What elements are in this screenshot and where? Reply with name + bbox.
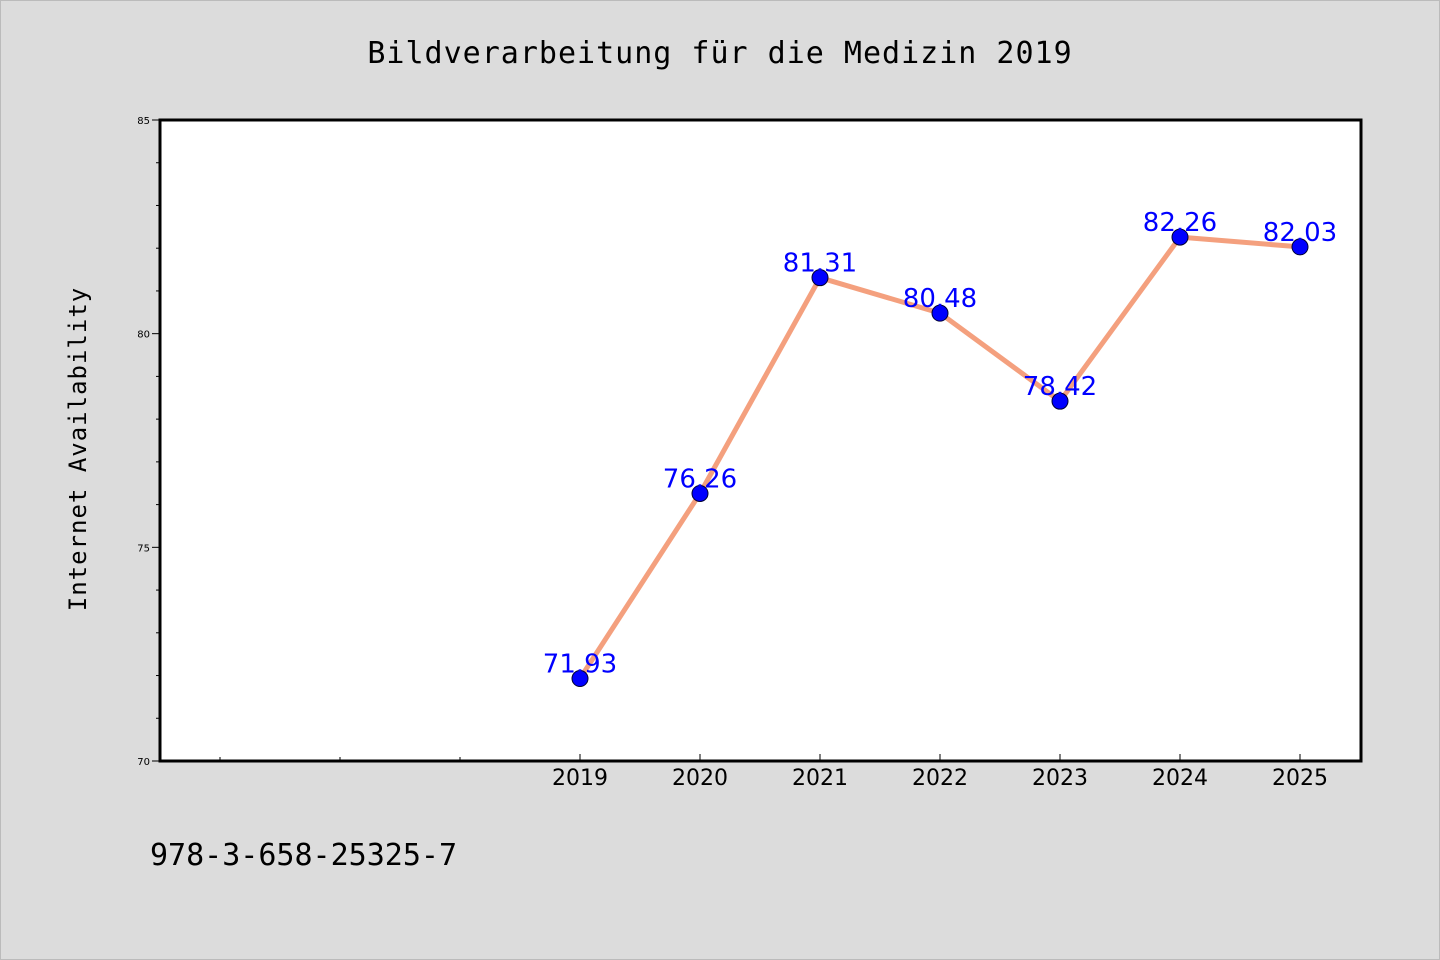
data-point-marker: [691, 484, 709, 502]
data-point-marker: [811, 269, 829, 287]
data-label: 82.26: [1143, 208, 1217, 238]
x-tick-label: 2021: [792, 766, 848, 791]
y-axis: 70 75 80 85: [137, 116, 160, 768]
x-tick-label: 2022: [912, 766, 968, 791]
footnote: 978-3-658-25325-7: [150, 838, 457, 873]
x-tick-label: 2024: [1152, 766, 1208, 791]
data-label: 81.31: [783, 249, 857, 279]
data-label: 82.03: [1263, 218, 1337, 248]
data-label: 71.93: [543, 650, 617, 680]
data-label: 78.42: [1023, 372, 1097, 402]
y-tick-label: 70: [137, 757, 150, 768]
data-point-marker: [1291, 238, 1309, 256]
y-axis-label: Internet Availability: [64, 287, 92, 611]
data-point-marker: [1171, 228, 1189, 246]
y-tick-label: 80: [137, 330, 150, 341]
series-group: [571, 228, 1309, 688]
data-label: 80.48: [903, 284, 977, 314]
x-tick-label: 2019: [552, 766, 608, 791]
x-tick-label: 2020: [672, 766, 728, 791]
data-point-marker: [1051, 392, 1069, 410]
x-tick-label: 2023: [1032, 766, 1088, 791]
x-tick-label: 2025: [1272, 766, 1328, 791]
x-axis: 2019 2020 2021 2022 2023 2024 2025: [219, 754, 1328, 791]
y-tick-label: 85: [137, 116, 150, 127]
data-point-marker: [931, 304, 949, 322]
y-tick-label: 75: [137, 543, 150, 554]
plot-area: [158, 118, 1363, 763]
data-point-marker: [571, 670, 589, 688]
chart-title: Bildverarbeitung für die Medizin 2019: [367, 36, 1072, 71]
data-label: 76.26: [663, 464, 737, 494]
data-labels-group: 71.93 76.26 81.31 80.48 78.42 82.26 82.03: [543, 208, 1337, 679]
